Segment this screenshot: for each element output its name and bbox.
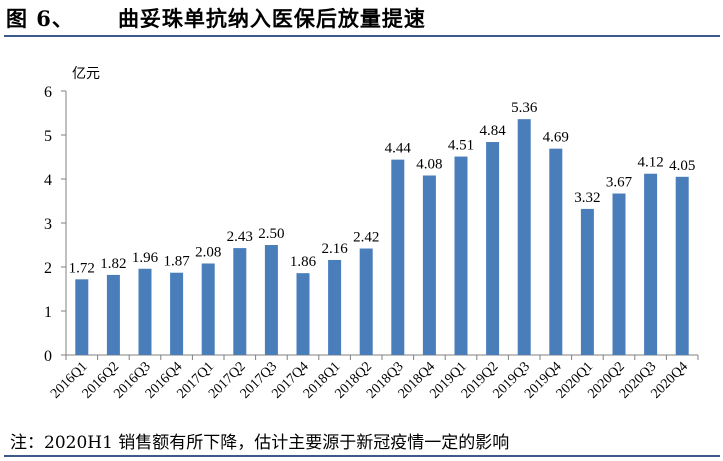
- bar-2020Q3: [644, 173, 658, 355]
- bar-2019Q1: [454, 156, 468, 355]
- bar-2018Q2: [359, 248, 373, 355]
- bar-2016Q3: [138, 268, 152, 355]
- data-label-2020Q4: 4.05: [669, 158, 695, 174]
- data-label-2016Q3: 1.96: [132, 250, 159, 266]
- data-label-2019Q3: 5.36: [511, 100, 538, 116]
- data-label-2017Q2: 2.43: [227, 229, 253, 245]
- bar-chart: 1.72 1.82 1.96 1.87 2.08 2.43 2.50 1.862.16 2.42…: [44, 66, 699, 402]
- y-tick-label: 5: [44, 128, 52, 145]
- data-label-2020Q1: 3.32: [574, 190, 600, 206]
- bar-2017Q3: [264, 245, 278, 355]
- bar-2016Q2: [106, 274, 120, 355]
- bar-2017Q4: [296, 273, 310, 355]
- header-rule: [4, 35, 720, 37]
- bar-2020Q1: [580, 208, 594, 355]
- y-tick-label: 4: [44, 172, 52, 189]
- data-label-2019Q2: 4.84: [479, 123, 506, 139]
- y-axis-label: 亿元: [72, 66, 100, 82]
- bar-2019Q3: [517, 119, 531, 355]
- data-label-2020Q3: 4.12: [637, 155, 663, 171]
- bar-2016Q1: [75, 279, 89, 355]
- figure-title-text: 曲妥珠单抗纳入医保后放量提速: [117, 6, 426, 31]
- y-tick-label: 3: [44, 216, 52, 233]
- footer-rule: [4, 455, 720, 457]
- chart-y-ticks: 0 1 2 3 4 5 6: [44, 84, 66, 365]
- bar-2018Q4: [422, 175, 436, 355]
- bar-2018Q3: [391, 159, 405, 355]
- data-label-2016Q1: 1.72: [69, 260, 95, 276]
- data-label-2020Q2: 3.67: [606, 175, 633, 191]
- data-label-2016Q2: 1.82: [100, 256, 126, 272]
- chart-bars: [75, 119, 689, 355]
- data-label-2019Q4: 4.69: [543, 130, 569, 146]
- chart-data-labels: 1.72 1.82 1.96 1.87 2.08 2.43 2.50 1.862.16 2.42…: [69, 100, 696, 276]
- figure-note: 注：2020H1 销售额有所下降，估计主要源于新冠疫情一定的影响: [10, 433, 510, 453]
- chart-axes: [65, 91, 698, 356]
- bar-2016Q4: [170, 272, 184, 355]
- bar-2017Q2: [233, 248, 247, 355]
- data-label-2017Q4: 1.86: [290, 254, 317, 270]
- data-label-2018Q2: 2.42: [353, 230, 379, 246]
- bar-2019Q2: [486, 142, 500, 355]
- figure-title: 图 6、 曲妥珠单抗纳入医保后放量提速: [6, 3, 426, 33]
- bar-2019Q4: [549, 148, 563, 355]
- y-tick-label: 2: [44, 260, 52, 277]
- figure-label: 图 6、: [6, 6, 74, 31]
- y-tick-label: 1: [44, 304, 52, 321]
- data-label-2018Q4: 4.08: [416, 156, 442, 172]
- data-label-2018Q1: 2.16: [321, 241, 348, 257]
- y-tick-label: 6: [44, 84, 52, 101]
- data-label-2017Q1: 2.08: [195, 244, 221, 260]
- y-tick-label: 0: [44, 348, 52, 365]
- bar-2017Q1: [201, 263, 215, 355]
- bar-2018Q1: [328, 259, 342, 355]
- data-label-2017Q3: 2.50: [258, 226, 284, 242]
- figure-header: 图 6、 曲妥珠单抗纳入医保后放量提速: [0, 0, 723, 37]
- data-label-2018Q3: 4.44: [385, 141, 412, 157]
- data-label-2016Q4: 1.87: [163, 254, 190, 270]
- bar-2020Q4: [675, 176, 689, 355]
- chart-x-ticks: 2016Q12016Q22016Q32016Q42017Q12017Q22017…: [48, 355, 699, 402]
- data-label-2019Q1: 4.51: [448, 138, 474, 154]
- bar-2020Q2: [612, 193, 626, 355]
